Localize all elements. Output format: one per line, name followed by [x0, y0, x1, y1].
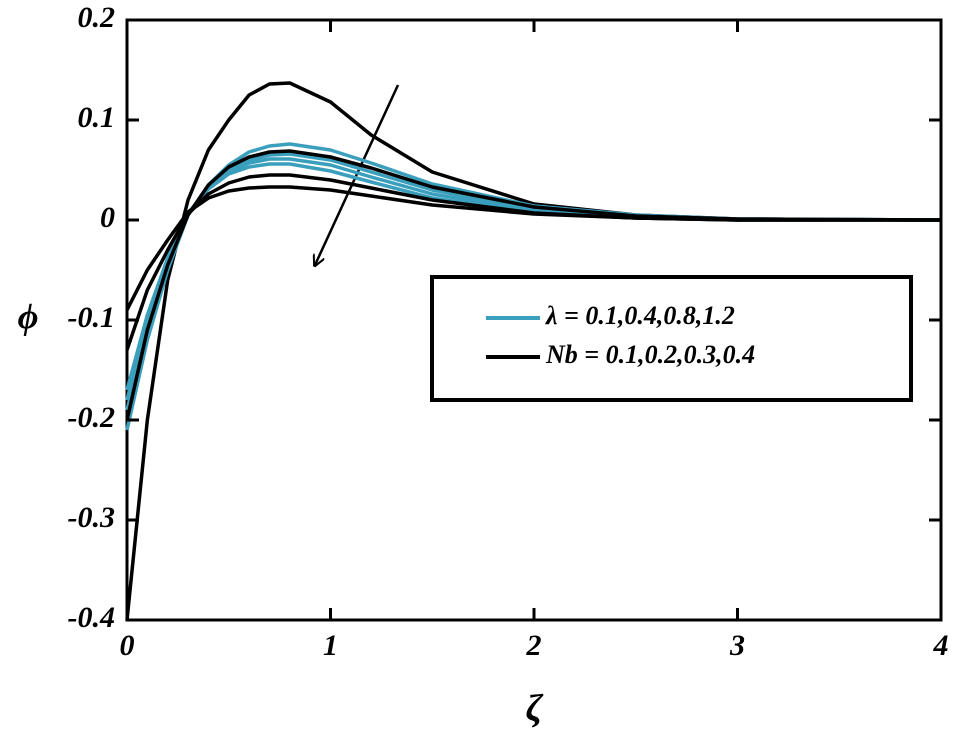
x-tick-label: 2 — [526, 629, 542, 662]
x-tick-label: 4 — [933, 629, 949, 662]
data-line — [125, 185, 941, 311]
legend: λ = 0.1,0.4,0.8,1.2 Nb = 0.1,0.2,0.3,0.4 — [486, 301, 755, 369]
data-line — [125, 149, 942, 421]
y-tick-label: -0.1 — [68, 301, 116, 334]
y-tick-label: -0.4 — [68, 601, 116, 634]
y-tick-label: -0.3 — [68, 501, 116, 534]
legend-box — [430, 275, 913, 402]
x-tick-label: 0 — [120, 629, 135, 662]
y-tick-label: 0 — [100, 201, 115, 234]
legend-label: Nb = 0.1,0.2,0.3,0.4 — [545, 340, 755, 369]
x-tick-label: 3 — [729, 629, 745, 662]
trend-arrow — [315, 84, 400, 265]
legend-label: λ = 0.1,0.4,0.8,1.2 — [545, 301, 735, 330]
x-tick-label: 1 — [323, 629, 338, 662]
y-axis-label: ϕ — [18, 296, 39, 336]
x-axis-label: ζ — [526, 688, 544, 730]
curves — [125, 81, 942, 621]
y-tick-label: -0.2 — [68, 401, 116, 434]
y-tick-label: 0.1 — [78, 101, 116, 134]
y-tick-label: 0.2 — [78, 1, 116, 34]
